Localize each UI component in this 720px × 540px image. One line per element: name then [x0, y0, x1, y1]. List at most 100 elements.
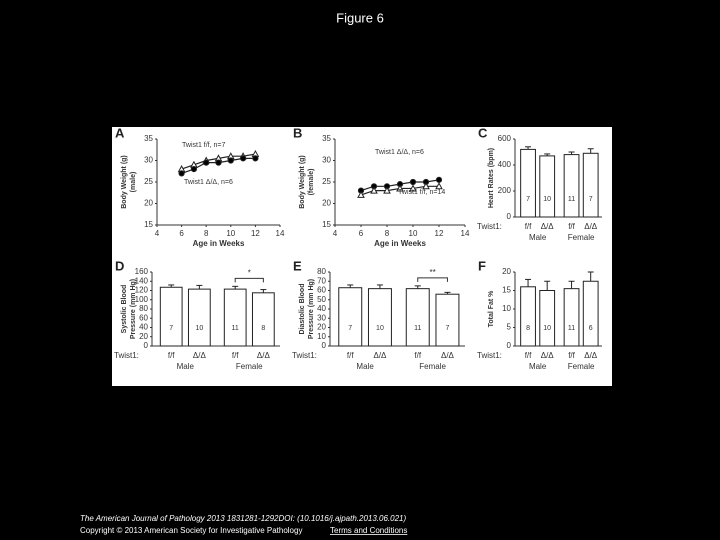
y-tick-label: 10 — [502, 304, 511, 313]
marker — [215, 159, 222, 166]
y-tick-label: 20 — [144, 199, 153, 208]
x-tick-label: 12 — [251, 229, 260, 238]
bar — [563, 154, 580, 218]
x-tick-label: 14 — [461, 229, 470, 238]
y-tick-label: 10 — [317, 332, 326, 341]
panel-letter: C — [478, 125, 488, 140]
citation: The American Journal of Pathology 2013 1… — [80, 514, 406, 523]
y-tick-label: 160 — [135, 267, 149, 276]
y-tick-label: 0 — [322, 341, 327, 350]
significance-bracket — [417, 277, 448, 282]
group-label: Female — [568, 362, 595, 371]
category-label: Δ/Δ — [541, 222, 555, 231]
panel-letter: B — [293, 125, 302, 140]
y-axis-label: (female) — [308, 169, 315, 196]
n-label: 11 — [568, 325, 575, 332]
marker — [435, 182, 443, 190]
category-label: Δ/Δ — [193, 351, 207, 360]
y-axis-label: Body Weight (g) — [299, 155, 306, 209]
y-tick-label: 70 — [317, 276, 326, 285]
bar — [520, 286, 536, 347]
y-tick-label: 20 — [322, 199, 331, 208]
marker — [252, 155, 259, 162]
marker — [422, 182, 430, 190]
y-axis-label: Diastolic Blood — [299, 284, 306, 335]
marker — [203, 159, 210, 166]
category-label: Δ/Δ — [257, 351, 271, 360]
slide-title: Figure 6 — [336, 10, 384, 25]
y-tick-label: 15 — [502, 286, 511, 295]
x-tick-label: 10 — [409, 229, 418, 238]
group-label: Female — [568, 233, 595, 242]
n-label: 10 — [195, 325, 203, 332]
marker — [227, 157, 234, 164]
x-tick-label: 6 — [179, 229, 184, 238]
group-label: Female — [236, 362, 263, 371]
y-tick-label: 60 — [139, 313, 148, 322]
bar — [582, 152, 599, 218]
bar — [539, 290, 556, 347]
bar — [367, 288, 392, 347]
y-tick-label: 15 — [144, 220, 153, 229]
category-label: f/f — [568, 222, 575, 231]
bar — [338, 287, 363, 347]
bar — [520, 148, 536, 218]
panel-letter: D — [115, 258, 124, 273]
marker — [409, 184, 417, 192]
group-label: Male — [356, 362, 374, 371]
y-tick-label: 80 — [317, 267, 326, 276]
y-tick-label: 100 — [135, 295, 149, 304]
n-label: 10 — [376, 325, 384, 332]
terms-link[interactable]: Terms and Conditions — [330, 526, 407, 535]
n-label: 10 — [543, 325, 551, 332]
category-label: f/f — [525, 222, 532, 231]
marker — [178, 170, 185, 177]
category-label: f/f — [568, 351, 575, 360]
panel-letter: A — [115, 125, 125, 140]
bar — [405, 288, 430, 347]
x-tick-label: 6 — [359, 229, 364, 238]
y-tick-label: 140 — [135, 276, 149, 285]
category-label: Δ/Δ — [584, 222, 598, 231]
marker — [357, 190, 365, 198]
series-label: Twist1 f/f, n=14 — [398, 189, 445, 196]
significance-label: ** — [429, 268, 435, 277]
group-label: Male — [529, 362, 547, 371]
y-tick-label: 40 — [139, 323, 148, 332]
y-axis-label: Body Weight (g) — [121, 155, 128, 209]
y-tick-label: 40 — [317, 304, 326, 313]
row-label: Twist1: — [477, 351, 502, 360]
y-tick-label: 30 — [322, 156, 331, 165]
y-tick-label: 400 — [498, 160, 512, 169]
bar — [582, 280, 599, 347]
marker — [240, 155, 247, 162]
category-label: Δ/Δ — [441, 351, 455, 360]
n-label: 7 — [445, 325, 449, 332]
series-label: Twist1 Δ/Δ, n=6 — [184, 179, 233, 186]
marker — [409, 178, 417, 186]
group-label: Male — [529, 233, 547, 242]
x-tick-label: 4 — [155, 229, 160, 238]
group-label: Male — [177, 362, 195, 371]
panel-letter: E — [293, 258, 302, 273]
y-tick-label: 0 — [144, 341, 149, 350]
n-label: 7 — [526, 196, 530, 203]
y-tick-label: 15 — [322, 220, 331, 229]
bar — [563, 288, 580, 347]
y-tick-label: 0 — [507, 341, 512, 350]
y-tick-label: 0 — [507, 212, 512, 221]
significance-bracket — [234, 277, 264, 283]
y-tick-label: 20 — [317, 323, 326, 332]
group-label: Female — [419, 362, 446, 371]
y-tick-label: 50 — [317, 295, 326, 304]
y-tick-label: 60 — [317, 286, 326, 295]
bar — [159, 286, 183, 347]
y-axis-label: Pressure (mm Hg) — [130, 279, 137, 339]
y-axis-label: Systolic Blood — [121, 285, 128, 334]
bar — [539, 155, 556, 218]
significance-label: * — [248, 268, 251, 277]
n-label: 11 — [414, 325, 421, 332]
x-axis-label: Age in Weeks — [193, 239, 245, 248]
